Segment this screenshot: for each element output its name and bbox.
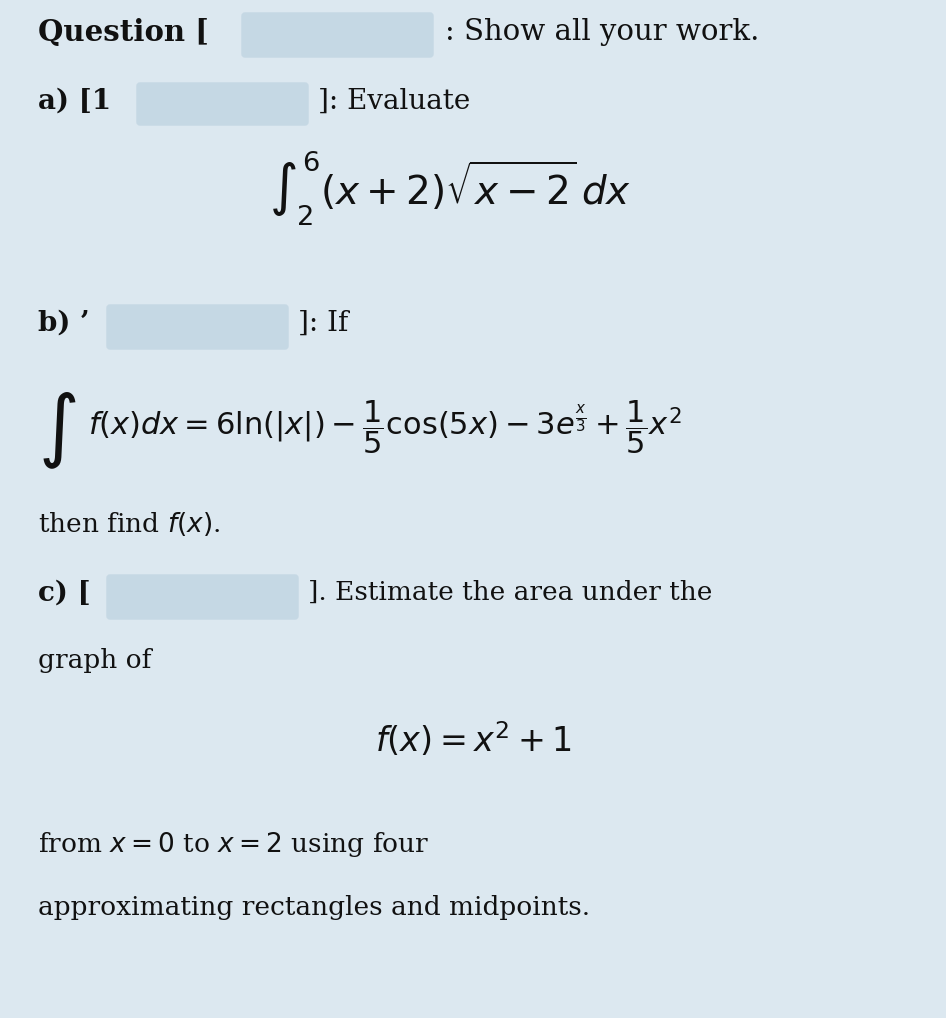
Text: ]. Estimate the area under the: ]. Estimate the area under the [308, 580, 712, 605]
Text: Question [: Question [ [38, 18, 209, 47]
FancyBboxPatch shape [137, 83, 308, 125]
Text: $\int$: $\int$ [38, 390, 77, 470]
Text: ]: If: ]: If [298, 310, 348, 337]
Text: approximating rectangles and midpoints.: approximating rectangles and midpoints. [38, 895, 590, 920]
Text: $\int_{2}^{6} (x + 2)\sqrt{x - 2}\,dx$: $\int_{2}^{6} (x + 2)\sqrt{x - 2}\,dx$ [269, 148, 631, 227]
FancyBboxPatch shape [107, 575, 298, 619]
Text: : Show all your work.: : Show all your work. [445, 18, 760, 46]
Text: $f(x) = x^2 + 1$: $f(x) = x^2 + 1$ [375, 720, 571, 758]
Text: c) [: c) [ [38, 580, 91, 607]
Text: ]: Evaluate: ]: Evaluate [318, 88, 470, 115]
Text: b) ’: b) ’ [38, 310, 90, 337]
Text: graph of: graph of [38, 648, 151, 673]
Text: a) [1: a) [1 [38, 88, 111, 115]
FancyBboxPatch shape [107, 305, 288, 349]
Text: from $x = 0$ to $x = 2$ using four: from $x = 0$ to $x = 2$ using four [38, 830, 429, 859]
Text: $f(x)dx = 6\ln(|x|) - \dfrac{1}{5}\cos(5x) - 3e^{\frac{x}{3}} + \dfrac{1}{5}x^2$: $f(x)dx = 6\ln(|x|) - \dfrac{1}{5}\cos(5… [88, 398, 682, 455]
FancyBboxPatch shape [242, 13, 433, 57]
Text: then find $f(x)$.: then find $f(x)$. [38, 510, 220, 538]
